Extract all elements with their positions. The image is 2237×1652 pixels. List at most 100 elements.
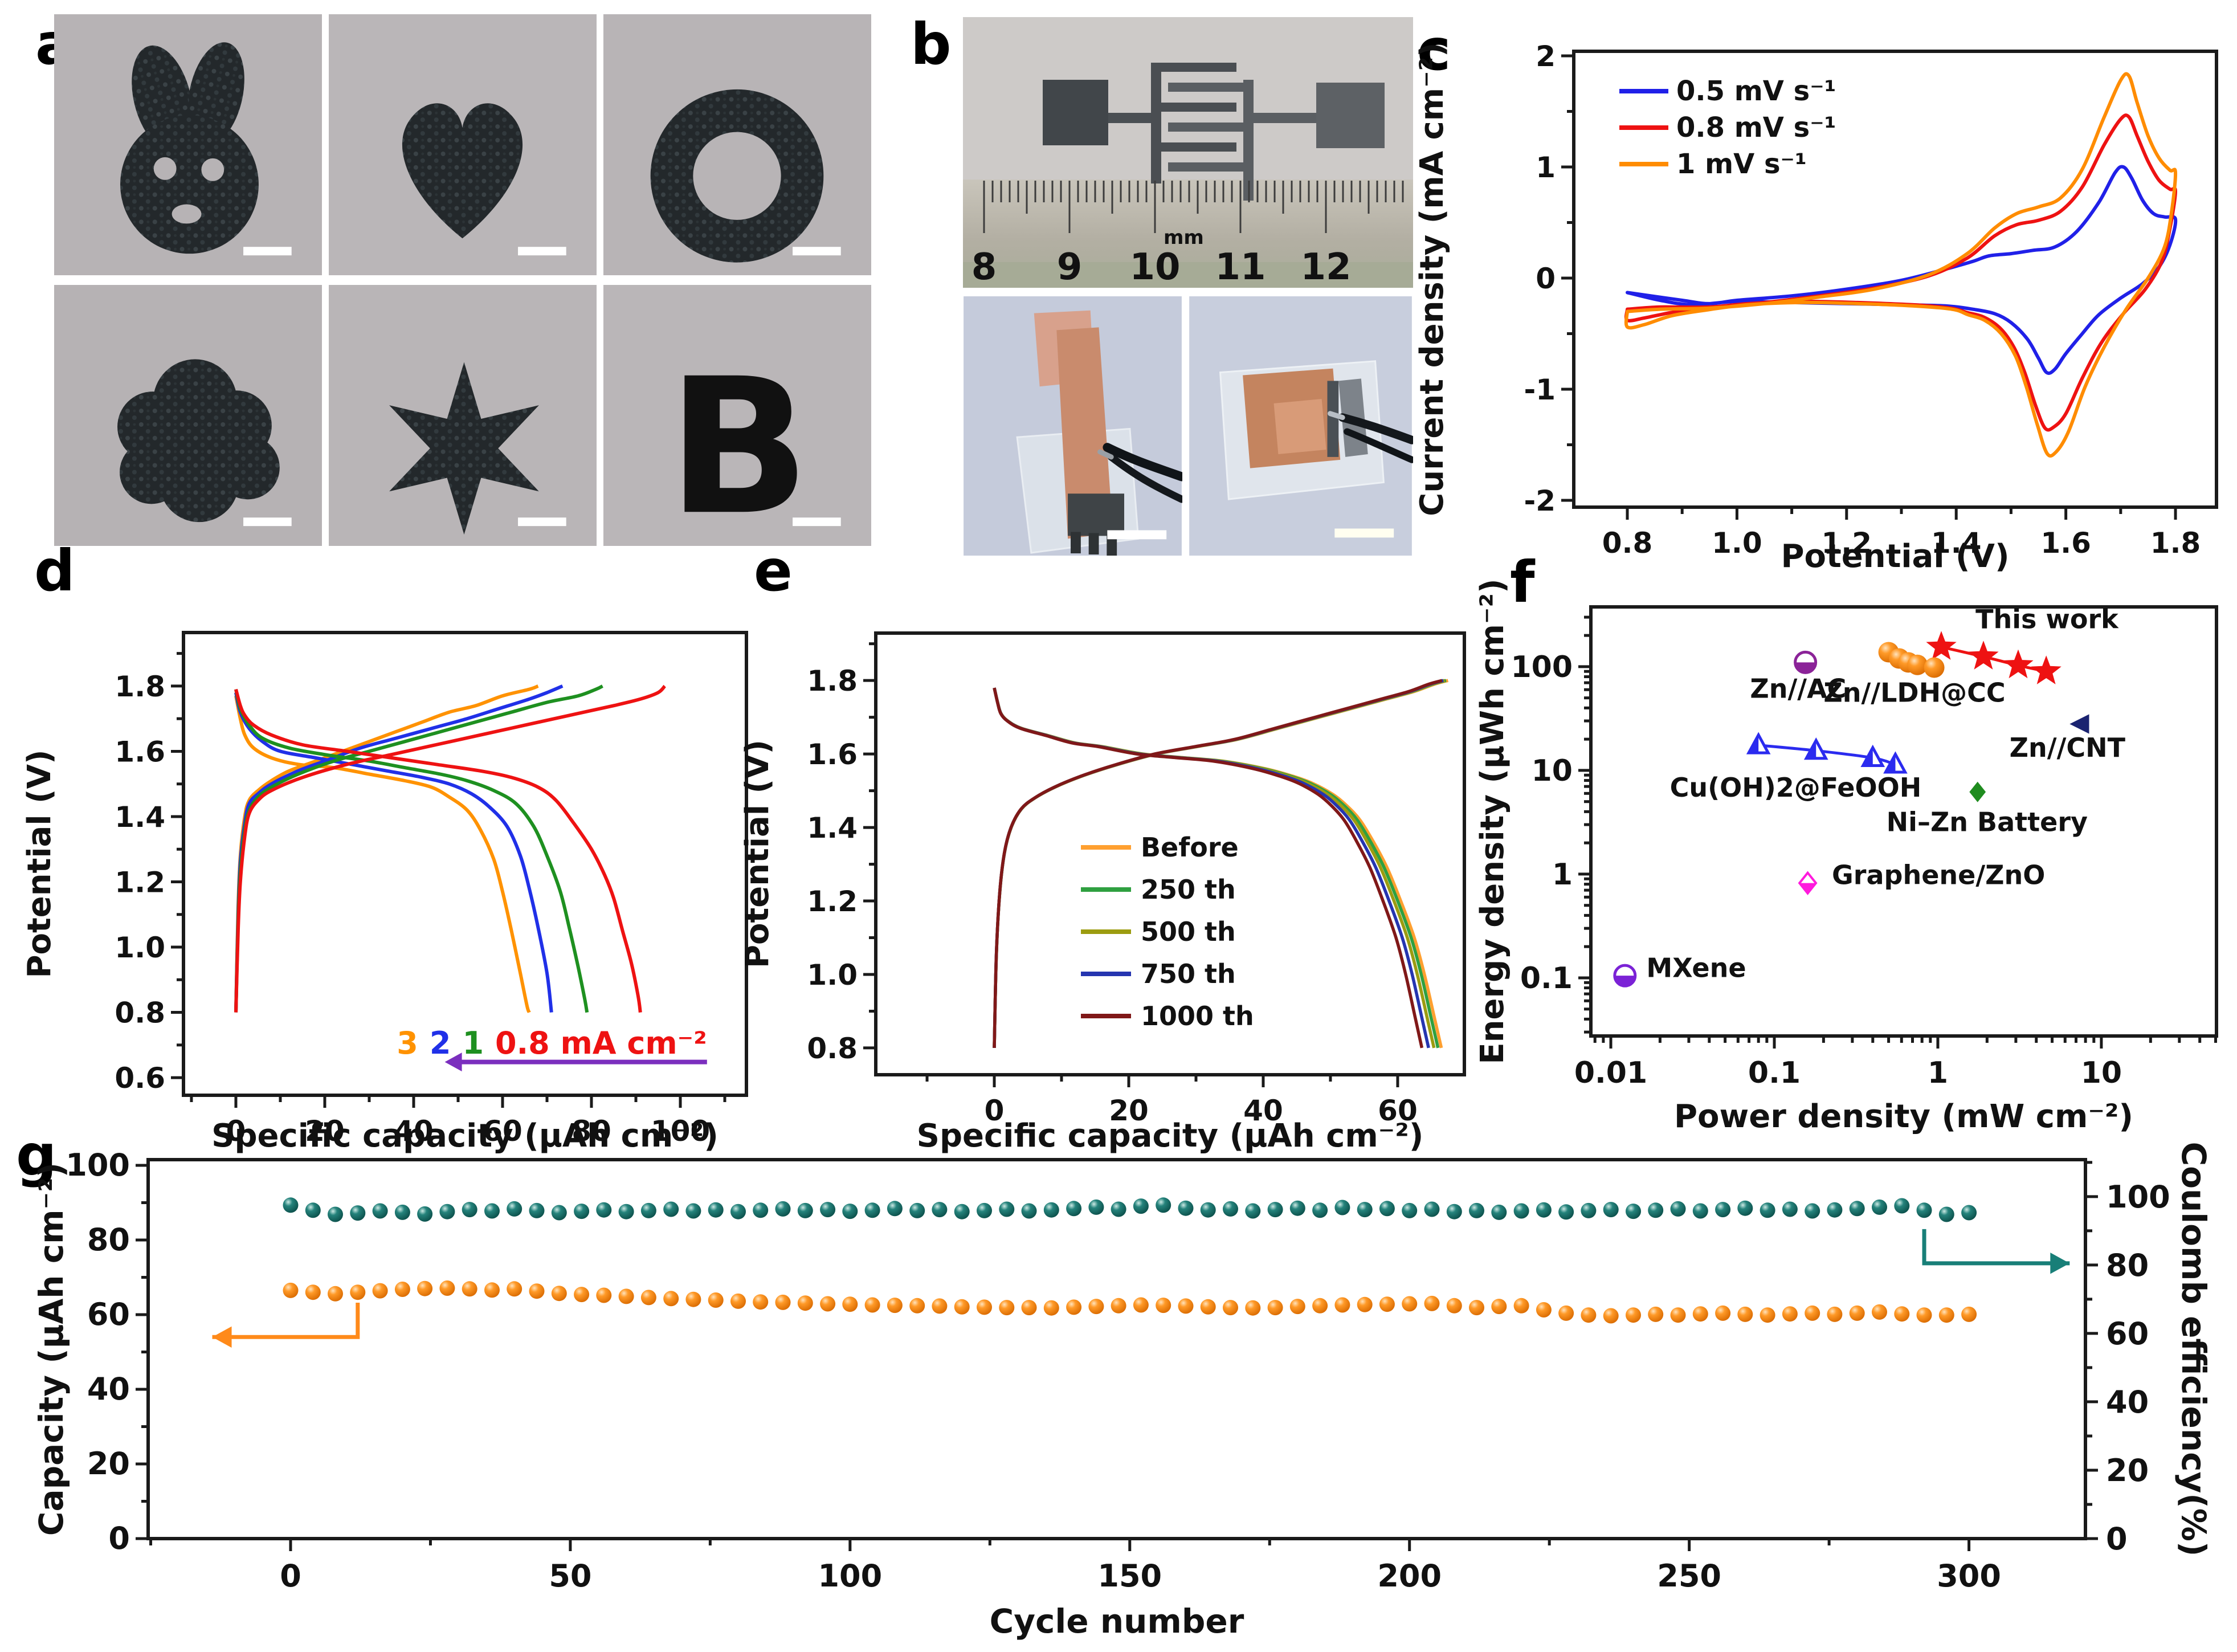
y-tick-label: 0.1 [1520, 961, 1573, 996]
series-This work: This work [1926, 603, 2119, 684]
discharge-curve-750 th [993, 687, 1430, 1049]
star-marker-icon [1926, 631, 1957, 660]
left-axis-title: Capacity (μAh cm⁻²) [32, 1162, 71, 1536]
scale-bar [243, 247, 292, 256]
series-label: Zn//AC [1750, 674, 1846, 704]
legend-label: 750 th [1141, 958, 1236, 989]
x-axis-title: Power density (mW cm⁻²) [1674, 1098, 2133, 1135]
y-tick-label: 1.2 [807, 885, 858, 918]
panel-label-d: d [34, 537, 75, 604]
x-tick-label: 40 [394, 1115, 434, 1148]
ruler-number-11: 11 [1215, 246, 1266, 288]
ring-shape-icon [650, 89, 841, 263]
ruler-number-12: 12 [1300, 246, 1351, 288]
svg-text:40: 40 [2106, 1384, 2149, 1420]
photo-cloud [54, 285, 322, 546]
scale-bar [518, 247, 566, 256]
svg-text:20: 20 [2106, 1453, 2149, 1488]
arrowhead-icon [444, 1053, 462, 1072]
photo-flexible-device-2 [1188, 296, 1413, 556]
scale-bar [243, 517, 292, 527]
star-marker-icon [2031, 655, 2062, 684]
y-tick-label: 0.8 [807, 1032, 858, 1065]
scale-bar [1107, 530, 1167, 540]
y-tick-label: 0 [108, 1520, 130, 1556]
discharge-curve-1000 th [993, 687, 1424, 1049]
y-tick-label: 1.8 [807, 664, 858, 697]
series-Zn//LDH@CC: Zn//LDH@CC [1823, 642, 2006, 708]
sphere-marker-icon [1924, 657, 1945, 678]
right-axis: 0 20 40 60 80 100 [2085, 1161, 2170, 1557]
legend-label: 250 th [1141, 874, 1236, 905]
series-label: Graphene/ZnO [1832, 860, 2045, 891]
chart-cv-curves: 0.8 1.0 1.2 1.4 1.6 1.8 -2 -1 0 1 2 Potential (V) Cu… [1414, 40, 2218, 575]
x-tick-label: 1 [1928, 1056, 1948, 1090]
svg-text:0: 0 [2106, 1521, 2128, 1557]
x-tick-label: 1.2 [1822, 527, 1872, 560]
x-axis-title: Specific capacity (μAh cm⁻²) [917, 1117, 1424, 1155]
scale-bar [518, 517, 566, 527]
x-tick-label: 1.8 [2150, 527, 2201, 560]
charge-curve-1 mA cm⁻² [234, 684, 603, 1013]
tweezers-tip [1097, 449, 1114, 460]
legend-label: Before [1141, 832, 1239, 863]
charge-curve-0.8 mA cm⁻² [234, 684, 666, 1013]
y-tick-label: -1 [1524, 373, 1556, 406]
panel-label-c: c [1417, 17, 1451, 83]
letter-b-glyph: B [667, 338, 810, 546]
y-tick-label: 1.4 [115, 801, 165, 834]
series-label: Ni–Zn Battery [1887, 806, 2088, 837]
discharge-curve-1 mA cm⁻² [234, 688, 589, 1013]
legend: 0.5 mV s⁻¹ 0.8 mV s⁻¹ 1 mV s⁻¹ [1619, 75, 1836, 180]
svg-text:80: 80 [2106, 1247, 2149, 1283]
device-chip [1068, 493, 1125, 536]
star-marker-icon [2003, 649, 2034, 679]
y-axis-title: Current density (mA cm⁻²) [1414, 42, 1451, 516]
y-tick-label: 1.8 [115, 670, 165, 703]
device-ruler-illustration: 8 9 10 11 12 mm [963, 17, 1413, 288]
arrowhead-icon [2050, 1253, 2070, 1274]
y-axis-title: Potential (V) [739, 740, 776, 968]
x-axis-title: Potential (V) [1781, 538, 2009, 575]
cv-curve-0.5 mV s⁻¹ [1626, 165, 2178, 375]
photo-letter-b: B [603, 285, 871, 546]
chart-cycle-gcd: 0 20 40 60 0.8 1.0 1.2 1.4 1.6 1.8 Specific capaci… [739, 631, 1466, 1155]
x-tick-label: 1.6 [2040, 527, 2091, 560]
y-axis-title: Energy density (μWh cm⁻²) [1476, 578, 1511, 1064]
plot-frame [1589, 605, 2218, 1038]
y-tick-label: 1 [1536, 151, 1556, 184]
panel-label-g: g [16, 1122, 57, 1189]
y-tick-label: 10 [1532, 754, 1573, 788]
y-tick-label: 1 [1552, 858, 1573, 892]
rabbit-shape-icon [120, 42, 292, 256]
ruler-numbers: 8 9 10 11 12 [971, 246, 1352, 288]
ruler-number-10: 10 [1129, 246, 1180, 288]
x-tick-label: 200 [1377, 1558, 1442, 1594]
interdigitated-electrode-icon [1043, 63, 1385, 201]
x-axis-title: Specific capacity (μAh cm⁻²) [211, 1117, 719, 1155]
x-tick-label: 40 [1243, 1094, 1283, 1127]
x-tick-label: 50 [549, 1558, 591, 1594]
x-tick-label: 0 [226, 1115, 246, 1148]
photo-star [329, 285, 597, 546]
charge-curve-1000 th [993, 679, 1443, 1048]
y-tick-label: 2 [1536, 40, 1556, 73]
x-tick-label: 300 [1937, 1558, 2001, 1594]
panel-label-f: f [1510, 549, 1535, 615]
axes: 0 50 100 150 200 250 300 0 20 40 60 80 100 [66, 1147, 2001, 1594]
axes: 0.8 1.0 1.2 1.4 1.6 1.8 -2 -1 0 1 2 [1524, 40, 2201, 560]
x-tick-label: 150 [1097, 1558, 1162, 1594]
tweezers-tip [1327, 411, 1345, 421]
ruler-unit-label: mm [1164, 226, 1204, 249]
tweezers-icon [1338, 413, 1413, 444]
flexible-device-2-illustration [1189, 296, 1413, 556]
x-tick-label: 60 [483, 1115, 522, 1148]
tweezers-icon [1103, 443, 1182, 482]
series-Coulomb efficiency [283, 1197, 1977, 1222]
photo-ring [603, 14, 871, 275]
photo-flexible-device-1 [963, 296, 1182, 556]
x-tick-label: 0 [985, 1094, 1005, 1127]
y-tick-label: 0.8 [115, 997, 165, 1030]
series-MXene: MXene [1613, 952, 1746, 988]
